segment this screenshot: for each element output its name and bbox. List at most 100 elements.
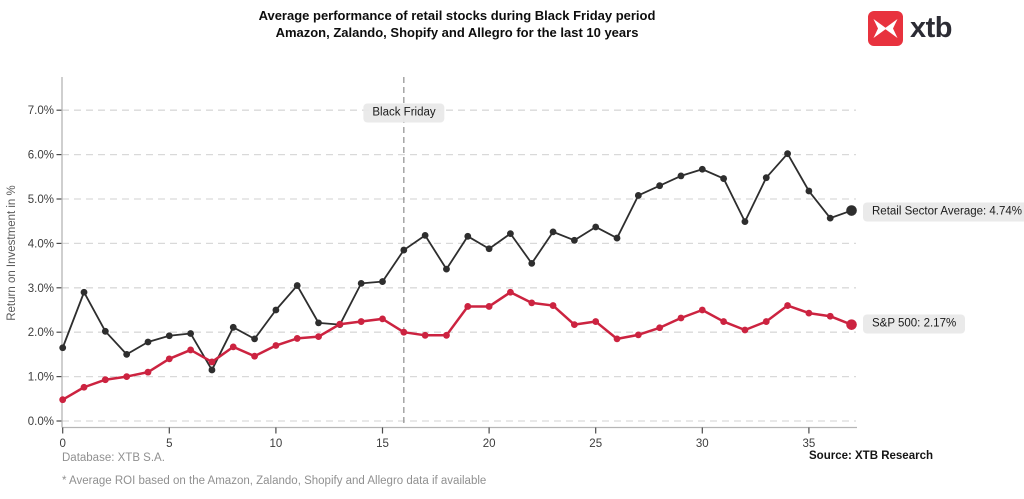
final-data-point-sp500: [846, 319, 857, 330]
series-line-retail: [61, 152, 852, 371]
data-point-sp500: [187, 346, 195, 354]
data-point-sp500: [123, 373, 131, 380]
data-point-retail: [485, 245, 493, 253]
data-point-sp500: [549, 302, 557, 309]
data-point-sp500: [421, 331, 429, 339]
data-point-retail: [144, 338, 152, 346]
data-point-retail: [656, 182, 664, 190]
data-point-retail: [677, 172, 685, 180]
y-tick-label: 6.0%: [28, 150, 54, 162]
data-point-sp500: [315, 333, 322, 341]
data-point-retail: [272, 306, 280, 314]
data-point-retail: [464, 232, 472, 240]
data-point-sp500: [443, 331, 450, 339]
xtb-logo-wordmark: xtb: [910, 12, 953, 44]
data-point-sp500: [165, 355, 173, 363]
data-point-sp500: [762, 318, 770, 325]
y-tick-label: 5.0%: [28, 194, 54, 206]
series-line-sp500: [62, 290, 852, 401]
data-point-sp500: [570, 321, 578, 329]
data-point-retail: [634, 192, 642, 199]
data-point-retail: [570, 236, 578, 244]
data-point-retail: [784, 150, 791, 158]
data-point-sp500: [784, 302, 791, 309]
black-friday-annotation: Black Friday: [363, 103, 445, 123]
data-point-sp500: [805, 309, 813, 317]
data-point-sp500: [379, 315, 386, 323]
x-tick-label: 35: [803, 438, 816, 450]
data-point-sp500: [741, 326, 749, 334]
chart-title-line1: Average performance of retail stocks dur…: [258, 8, 656, 23]
retail-sector-average-label: Retail Sector Average: 4.74%: [863, 202, 1024, 222]
data-point-sp500: [826, 312, 834, 320]
data-point-retail: [229, 323, 237, 331]
data-point-sp500: [59, 396, 67, 404]
x-tick-label: 30: [696, 438, 709, 450]
data-point-retail: [123, 351, 131, 358]
data-point-sp500: [336, 320, 344, 328]
data-point-sp500: [208, 358, 216, 366]
sp500-label: S&P 500: 2.17%: [863, 314, 966, 334]
x-tick-label: 15: [376, 438, 389, 450]
data-point-sp500: [656, 324, 664, 332]
chart-title-line2: Amazon, Zalando, Shopify and Allegro for…: [275, 25, 639, 40]
y-tick-label: 2.0%: [28, 327, 54, 339]
x-tick-label: 5: [166, 438, 172, 450]
data-point-retail: [805, 187, 813, 195]
data-point-retail: [698, 165, 706, 173]
x-tick-label: 25: [589, 438, 602, 450]
data-point-sp500: [634, 331, 642, 339]
y-tick-label: 3.0%: [28, 283, 54, 295]
data-point-retail: [80, 288, 88, 296]
final-data-point-retail: [846, 205, 857, 216]
data-point-retail: [421, 232, 429, 239]
data-point-sp500: [400, 328, 408, 336]
data-point-retail: [592, 223, 600, 231]
data-point-retail: [400, 246, 408, 254]
data-point-retail: [357, 279, 365, 287]
y-tick-label: 7.0%: [28, 105, 54, 117]
data-point-sp500: [101, 376, 109, 384]
data-point-sp500: [698, 306, 706, 314]
y-tick-label: 0.0%: [28, 416, 54, 428]
data-point-retail: [293, 282, 301, 289]
y-tick-label: 4.0%: [28, 238, 54, 250]
data-point-retail: [59, 344, 67, 352]
data-point-retail: [528, 259, 536, 267]
data-point-retail: [826, 214, 834, 222]
x-tick-label: 20: [483, 438, 496, 450]
data-point-retail: [549, 228, 557, 236]
x-tick-label: 10: [270, 438, 283, 450]
data-point-retail: [187, 330, 195, 337]
data-point-sp500: [485, 303, 493, 310]
data-point-retail: [613, 234, 621, 242]
source-note: Source: XTB Research: [809, 450, 933, 462]
data-point-sp500: [293, 335, 301, 342]
data-point-retail: [251, 335, 258, 343]
y-tick-label: 1.0%: [28, 372, 54, 384]
data-point-retail: [741, 218, 749, 226]
data-point-sp500: [272, 342, 280, 349]
data-point-sp500: [80, 383, 88, 391]
x-tick-label: 0: [59, 438, 65, 450]
data-point-retail: [101, 327, 109, 335]
xtb-logo: xtb: [868, 11, 953, 46]
data-point-sp500: [507, 288, 514, 296]
data-point-sp500: [613, 335, 621, 343]
data-point-sp500: [464, 303, 472, 310]
data-point-sp500: [720, 318, 728, 325]
data-point-retail: [208, 366, 216, 374]
data-point-retail: [443, 265, 450, 273]
data-point-retail: [762, 174, 770, 182]
chart-title: Average performance of retail stocks dur…: [0, 7, 914, 41]
data-point-sp500: [592, 318, 600, 325]
data-point-sp500: [229, 343, 237, 351]
data-point-sp500: [144, 368, 152, 376]
data-point-retail: [165, 332, 173, 340]
data-point-retail: [507, 230, 514, 238]
data-point-retail: [720, 175, 728, 182]
roi-footnote: * Average ROI based on the Amazon, Zalan…: [62, 475, 487, 487]
data-point-sp500: [677, 314, 685, 322]
